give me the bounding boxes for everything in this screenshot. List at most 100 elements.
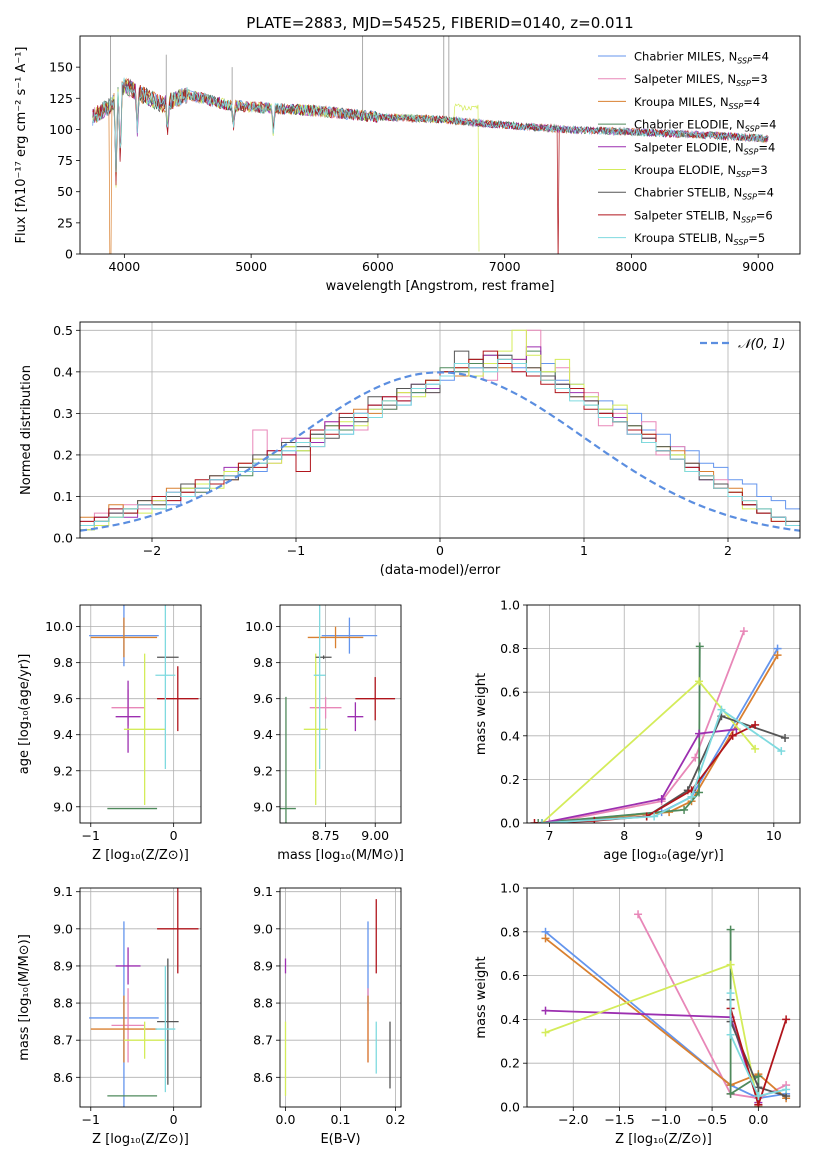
y-tick-label: 0.3 bbox=[53, 406, 73, 421]
y-tick-label: 0.2 bbox=[500, 772, 520, 787]
legend-label: Salpeter ELODIE, NSSP=4 bbox=[634, 140, 775, 156]
y-tick-label: 50 bbox=[57, 184, 73, 199]
error-bar bbox=[115, 680, 141, 753]
weight-marker bbox=[739, 627, 748, 636]
x-tick-label: 9000 bbox=[742, 259, 774, 274]
grid-lines bbox=[280, 888, 401, 1107]
age-vs-mass-panel: 8.75 9.00 9.0 9.2 9.4 9.6 9.8 10.0 mass [log₁₀(M… bbox=[245, 604, 404, 863]
axes-frame bbox=[279, 604, 402, 824]
y-tick-label: 0 bbox=[65, 247, 73, 262]
x-tick-label: −1 bbox=[82, 828, 100, 843]
legend: Chabrier MILES, NSSP=4 Salpeter MILES, NS… bbox=[598, 50, 776, 247]
weight-marker bbox=[680, 805, 689, 814]
weight-marker bbox=[657, 795, 666, 804]
weight-marker bbox=[634, 910, 643, 919]
error-bar bbox=[90, 995, 158, 1063]
grid-lines bbox=[80, 888, 201, 1107]
mass-weight-vs-Z-panel: −2.0 −1.5 −1.0 −0.5 0.0 0.0 0.2 0.4 0.6 0.8 1.0 Z [… bbox=[474, 881, 801, 1147]
weight-marker bbox=[728, 731, 737, 740]
chart-title: PLATE=2883, MJD=54525, FIBERID=0140, z=0… bbox=[246, 14, 633, 32]
weight-marker bbox=[687, 792, 696, 801]
axes-frame bbox=[79, 887, 202, 1108]
weight-marker bbox=[537, 819, 546, 823]
x-axis-label: E(B-V) bbox=[320, 1132, 360, 1147]
y-tick-label: 9.2 bbox=[253, 763, 273, 778]
x-tick-label: 10 bbox=[766, 828, 782, 843]
x-axis-label: Z [log₁₀(Z/Z⊙)] bbox=[92, 1132, 189, 1147]
plot-area bbox=[284, 899, 391, 1096]
x-tick-label: 0 bbox=[170, 828, 178, 843]
legend-label: 𝒩(0, 1) bbox=[738, 337, 785, 352]
error-bar bbox=[115, 947, 141, 985]
weight-marker bbox=[777, 747, 786, 756]
x-tick-label: 0.0 bbox=[276, 1112, 296, 1127]
y-tick-label: 10.0 bbox=[245, 619, 273, 634]
y-tick-label: 100 bbox=[49, 122, 73, 137]
error-bar bbox=[280, 696, 296, 823]
y-tick-label: 0.6 bbox=[500, 685, 520, 700]
grid-lines bbox=[80, 322, 800, 539]
y-tick-label: 0.0 bbox=[500, 1100, 520, 1115]
y-tick-label: 9.8 bbox=[253, 655, 273, 670]
weight-line bbox=[544, 937, 787, 1099]
axes-frame bbox=[79, 35, 801, 255]
weight-marker bbox=[726, 925, 735, 934]
x-tick-label: 7 bbox=[545, 828, 553, 843]
normal-curve bbox=[80, 371, 800, 532]
weight-marker bbox=[691, 753, 700, 762]
plot-area bbox=[89, 888, 199, 1107]
weight-marker bbox=[717, 705, 726, 714]
error-bar bbox=[157, 958, 179, 1085]
x-tick-label: 6000 bbox=[362, 259, 394, 274]
weight-marker bbox=[726, 1089, 735, 1098]
y-tick-label: 75 bbox=[57, 153, 73, 168]
x-tick-label: −1 bbox=[287, 543, 305, 558]
error-bar bbox=[321, 617, 378, 654]
y-tick-label: 0.2 bbox=[500, 1056, 520, 1071]
error-bar bbox=[315, 655, 332, 660]
error-bar bbox=[347, 702, 364, 732]
weight-marker bbox=[781, 733, 790, 742]
age-vs-Z-panel: −1 0 9.0 9.2 9.4 9.6 9.8 10.0 Z [log₁₀(Z/Z⊙)] age… bbox=[17, 604, 202, 863]
weight-marker bbox=[754, 1092, 763, 1101]
legend-label: Chabrier MILES, NSSP=4 bbox=[634, 50, 769, 66]
x-axis-label: Z [log₁₀(Z/Z⊙)] bbox=[615, 1132, 712, 1147]
y-tick-label: 9.1 bbox=[253, 884, 273, 899]
x-axis-label: wavelength [Angstrom, rest frame] bbox=[326, 279, 555, 294]
y-tick-label: 9.1 bbox=[53, 884, 73, 899]
x-axis-label: mass [log₁₀(M/M⊙)] bbox=[277, 848, 404, 863]
x-tick-label: 8.75 bbox=[312, 828, 340, 843]
y-tick-label: 25 bbox=[57, 215, 73, 230]
y-tick-label: 0.2 bbox=[53, 447, 73, 462]
weight-marker bbox=[726, 960, 735, 969]
y-tick-label: 8.6 bbox=[53, 1070, 73, 1085]
y-tick-label: 150 bbox=[49, 60, 73, 75]
weight-marker bbox=[695, 729, 704, 738]
weight-line bbox=[541, 728, 737, 823]
mass-weight-vs-age-panel: 7 8 9 10 0.0 0.2 0.4 0.6 0.8 1.0 age [log₁₀(age/yr… bbox=[474, 598, 801, 863]
x-axis-label: Z [log₁₀(Z/Z⊙)] bbox=[92, 848, 189, 863]
error-bar bbox=[155, 965, 176, 1093]
legend-label: Salpeter MILES, NSSP=3 bbox=[634, 72, 768, 88]
weight-marker bbox=[726, 1030, 735, 1039]
y-axis-label: Flux [fλ10⁻¹⁷ erg cm⁻² s⁻¹ A⁻¹] bbox=[14, 47, 29, 244]
error-bar bbox=[90, 617, 158, 658]
x-tick-label: −1.0 bbox=[651, 1112, 681, 1127]
x-tick-label: 0.1 bbox=[331, 1112, 351, 1127]
histogram-step bbox=[80, 358, 800, 538]
weight-marker bbox=[695, 788, 704, 797]
x-tick-label: 5000 bbox=[235, 259, 267, 274]
weight-line bbox=[549, 630, 745, 823]
weight-marker bbox=[754, 1083, 763, 1092]
legend-label: Chabrier STELIB, NSSP=4 bbox=[634, 186, 774, 202]
weight-line bbox=[538, 646, 701, 823]
weight-marker bbox=[782, 1085, 791, 1094]
mass-vs-ebv-panel: 0.0 0.1 0.2 8.6 8.7 8.8 8.9 9.0 9.1 E(B-V) bbox=[253, 884, 405, 1147]
y-axis-label: mass weight bbox=[474, 956, 489, 1038]
legend-label: Kroupa ELODIE, NSSP=3 bbox=[634, 163, 768, 179]
y-tick-label: 9.4 bbox=[253, 727, 273, 742]
weight-marker bbox=[695, 677, 704, 686]
legend-label: Kroupa STELIB, NSSP=5 bbox=[634, 231, 765, 247]
weight-marker bbox=[530, 819, 539, 823]
